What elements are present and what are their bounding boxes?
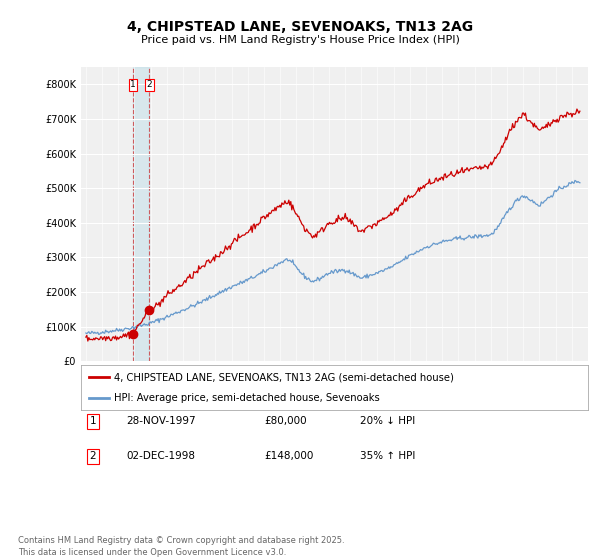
Text: 2: 2 xyxy=(146,81,152,90)
Text: HPI: Average price, semi-detached house, Sevenoaks: HPI: Average price, semi-detached house,… xyxy=(114,393,380,403)
Text: 4, CHIPSTEAD LANE, SEVENOAKS, TN13 2AG: 4, CHIPSTEAD LANE, SEVENOAKS, TN13 2AG xyxy=(127,20,473,34)
Text: 4, CHIPSTEAD LANE, SEVENOAKS, TN13 2AG (semi-detached house): 4, CHIPSTEAD LANE, SEVENOAKS, TN13 2AG (… xyxy=(114,372,454,382)
Bar xyxy=(133,67,149,361)
Text: Contains HM Land Registry data © Crown copyright and database right 2025.
This d: Contains HM Land Registry data © Crown c… xyxy=(18,536,344,557)
Text: 1: 1 xyxy=(89,416,97,426)
Text: 35% ↑ HPI: 35% ↑ HPI xyxy=(360,451,415,461)
Text: 2: 2 xyxy=(89,451,97,461)
Text: 20% ↓ HPI: 20% ↓ HPI xyxy=(360,416,415,426)
Text: £148,000: £148,000 xyxy=(264,451,313,461)
Text: 28-NOV-1997: 28-NOV-1997 xyxy=(126,416,196,426)
Text: Price paid vs. HM Land Registry's House Price Index (HPI): Price paid vs. HM Land Registry's House … xyxy=(140,35,460,45)
Text: 02-DEC-1998: 02-DEC-1998 xyxy=(126,451,195,461)
Text: 1: 1 xyxy=(130,81,136,90)
Text: £80,000: £80,000 xyxy=(264,416,307,426)
